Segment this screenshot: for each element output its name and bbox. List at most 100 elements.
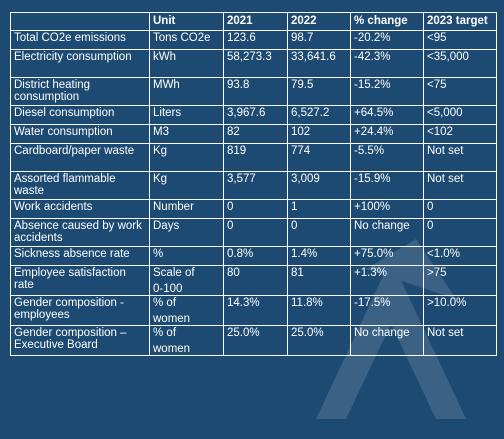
row-metric: District heating consumption	[10, 77, 150, 106]
row-change: +24.4%	[350, 124, 424, 144]
row-change: -17.5%	[350, 295, 424, 326]
row-2021: 58,273.3	[223, 49, 288, 78]
table-row: Total CO2e emissions Tons CO2e 123.6 98.…	[10, 30, 497, 50]
sustainability-metrics-table: Unit 2021 2022 % change 2023 target Tota…	[10, 12, 497, 356]
row-unit: Scale of 0-100	[149, 265, 224, 296]
row-unit-line2: women	[153, 313, 191, 325]
row-change: -5.5%	[350, 143, 424, 172]
row-unit: Kg	[149, 171, 224, 200]
row-change: +1.3%	[350, 265, 424, 296]
row-target: >10.0%	[423, 295, 497, 326]
row-change: +100%	[350, 199, 424, 219]
row-unit-line1: % of	[153, 327, 177, 339]
row-change: -42.3%	[350, 49, 424, 78]
row-change: -15.9%	[350, 171, 424, 200]
header-change: % change	[350, 12, 424, 31]
row-metric: Cardboard/paper waste	[10, 143, 150, 172]
header-target: 2023 target	[423, 12, 497, 31]
row-2022: 11.8%	[287, 295, 351, 326]
table-row: Employee satisfaction rate Scale of 0-10…	[10, 265, 497, 296]
row-unit: Kg	[149, 143, 224, 172]
table-row: Cardboard/paper waste Kg 819 774 -5.5% N…	[10, 143, 497, 172]
row-target: <75	[423, 77, 497, 106]
row-2021: 3,967.6	[223, 105, 288, 125]
row-change: No change	[350, 218, 424, 247]
row-2021: 3,577	[223, 171, 288, 200]
table-row: Gender composition - employees % of wome…	[10, 295, 497, 326]
row-2021: 82	[223, 124, 288, 144]
row-target: <95	[423, 30, 497, 50]
row-2021: 80	[223, 265, 288, 296]
header-2021: 2021	[223, 12, 288, 31]
row-metric: Gender composition - employees	[10, 295, 150, 326]
row-target: <5,000	[423, 105, 497, 125]
row-2022: 6,527.2	[287, 105, 351, 125]
row-metric: Work accidents	[10, 199, 150, 219]
table-row: Electricity consumption kWh 58,273.3 33,…	[10, 49, 497, 78]
row-unit-line1: Scale of	[153, 267, 195, 279]
row-metric: Absence caused by work accidents	[10, 218, 150, 247]
row-2021: 123.6	[223, 30, 288, 50]
row-2022: 79.5	[287, 77, 351, 106]
row-2022: 98.7	[287, 30, 351, 50]
table-row: Water consumption M3 82 102 +24.4% <102	[10, 124, 497, 144]
row-change: +75.0%	[350, 246, 424, 266]
row-unit: Number	[149, 199, 224, 219]
table-row: Work accidents Number 0 1 +100% 0	[10, 199, 497, 219]
row-2022: 1	[287, 199, 351, 219]
row-2022: 33,641.6	[287, 49, 351, 78]
row-2021: 0.8%	[223, 246, 288, 266]
header-2022: 2022	[287, 12, 351, 31]
row-target: Not set	[423, 143, 497, 172]
row-metric: Water consumption	[10, 124, 150, 144]
row-target: <35,000	[423, 49, 497, 78]
row-metric: Electricity consumption	[10, 49, 150, 78]
row-unit: kWh	[149, 49, 224, 78]
row-metric: Assorted flammable waste	[10, 171, 150, 200]
row-2022: 3,009	[287, 171, 351, 200]
table-row: Gender composition – Executive Board % o…	[10, 325, 497, 356]
row-unit-line2: 0-100	[153, 283, 183, 295]
row-target: Not set	[423, 171, 497, 200]
row-metric: Employee satisfaction rate	[10, 265, 150, 296]
row-unit: % of women	[149, 295, 224, 326]
row-2021: 14.3%	[223, 295, 288, 326]
row-unit-line1: % of	[153, 297, 177, 309]
row-metric: Total CO2e emissions	[10, 30, 150, 50]
row-change: -15.2%	[350, 77, 424, 106]
row-metric: Gender composition – Executive Board	[10, 325, 150, 356]
row-2022: 774	[287, 143, 351, 172]
row-change: -20.2%	[350, 30, 424, 50]
row-metric: Sickness absence rate	[10, 246, 150, 266]
row-target: <1.0%	[423, 246, 497, 266]
row-unit: Days	[149, 218, 224, 247]
row-unit: %	[149, 246, 224, 266]
row-unit: % of women	[149, 325, 224, 356]
row-2021: 819	[223, 143, 288, 172]
row-change: No change	[350, 325, 424, 356]
row-unit: M3	[149, 124, 224, 144]
row-2021: 0	[223, 199, 288, 219]
row-2022: 0	[287, 218, 351, 247]
sustainability-table-container: Unit 2021 2022 % change 2023 target Tota…	[10, 12, 497, 356]
row-2021: 0	[223, 218, 288, 247]
row-2021: 93.8	[223, 77, 288, 106]
row-2022: 81	[287, 265, 351, 296]
row-2022: 25.0%	[287, 325, 351, 356]
row-target: 0	[423, 199, 497, 219]
row-unit: Liters	[149, 105, 224, 125]
table-row: Sickness absence rate % 0.8% 1.4% +75.0%…	[10, 246, 497, 266]
row-unit: Tons CO2e	[149, 30, 224, 50]
row-unit: MWh	[149, 77, 224, 106]
row-target: 0	[423, 218, 497, 247]
table-header-row: Unit 2021 2022 % change 2023 target	[10, 12, 497, 31]
table-row: Absence caused by work accidents Days 0 …	[10, 218, 497, 247]
row-target: <102	[423, 124, 497, 144]
table-row: Diesel consumption Liters 3,967.6 6,527.…	[10, 105, 497, 125]
row-2022: 1.4%	[287, 246, 351, 266]
row-2022: 102	[287, 124, 351, 144]
row-unit-line2: women	[153, 343, 191, 355]
header-metric	[10, 12, 150, 31]
row-target: >75	[423, 265, 497, 296]
row-target: Not set	[423, 325, 497, 356]
